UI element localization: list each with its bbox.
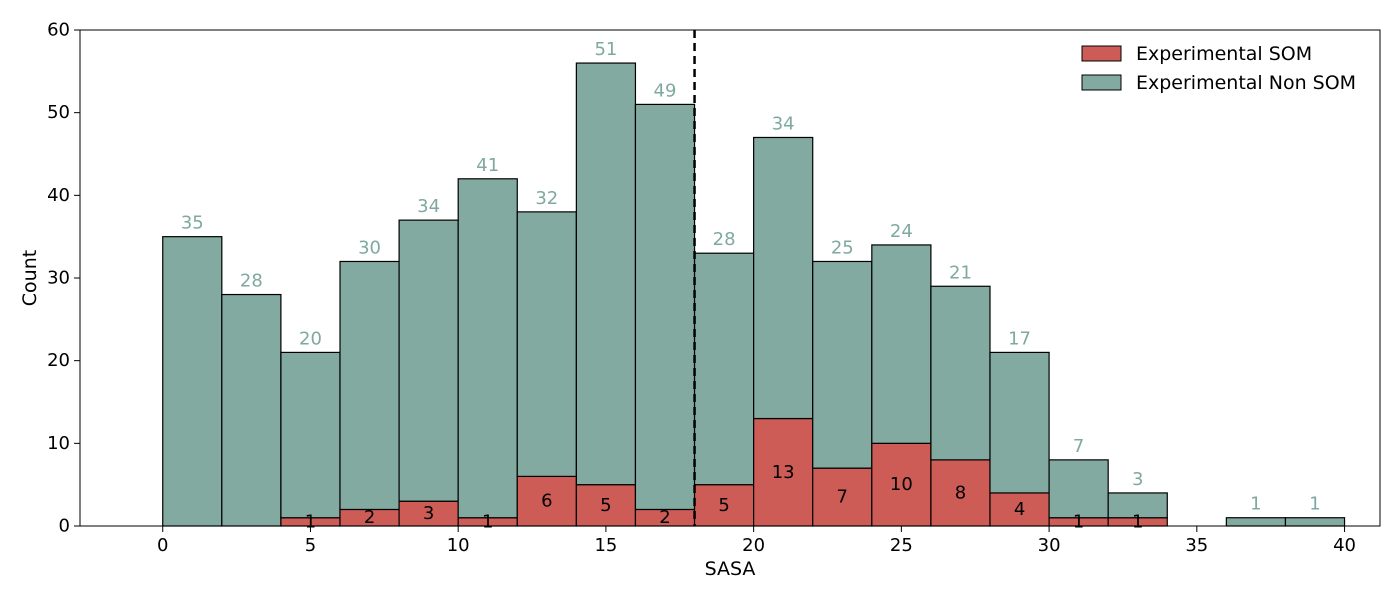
- nonsom-bar-19: [1284, 517, 1346, 527]
- x-tick-label-6: 30: [1038, 535, 1061, 556]
- som-bar-13: [930, 459, 991, 527]
- nonsom-bar-4: [398, 219, 459, 502]
- nonsom-count-label-5: 41: [476, 155, 499, 176]
- x-tick-label-0: 0: [157, 535, 168, 556]
- y-tick-label-4: 40: [47, 185, 70, 206]
- nonsom-count-label-0: 35: [181, 213, 204, 234]
- nonsom-bar-2: [280, 351, 341, 519]
- som-bar-11: [812, 467, 873, 527]
- nonsom-count-label-2: 20: [299, 328, 322, 349]
- nonsom-count-label-15: 7: [1073, 436, 1084, 457]
- som-count-label-14: 4: [1014, 499, 1025, 520]
- y-tick-label-6: 60: [47, 20, 70, 41]
- nonsom-bar-13: [930, 285, 991, 461]
- som-count-label-6: 6: [541, 491, 552, 512]
- nonsom-count-label-13: 21: [949, 262, 972, 283]
- som-count-label-4: 3: [423, 503, 434, 524]
- legend-label-nonsom: Experimental Non SOM: [1136, 72, 1356, 94]
- nonsom-count-label-7: 51: [594, 39, 617, 60]
- nonsom-bar-18: [1225, 517, 1287, 527]
- som-count-label-10: 13: [772, 462, 795, 483]
- x-tick-label-8: 40: [1333, 535, 1356, 556]
- nonsom-count-label-16: 3: [1132, 469, 1143, 490]
- som-count-label-12: 10: [890, 474, 913, 495]
- nonsom-bar-12: [871, 244, 932, 444]
- y-tick-label-0: 0: [59, 516, 70, 537]
- y-tick-label-2: 20: [47, 350, 70, 371]
- nonsom-bar-10: [753, 136, 814, 420]
- som-count-label-5: 1: [482, 511, 493, 532]
- som-count-label-8: 2: [659, 507, 670, 528]
- nonsom-count-label-6: 32: [535, 188, 558, 209]
- nonsom-count-label-18: 1: [1250, 494, 1261, 515]
- nonsom-bar-7: [575, 62, 637, 486]
- som-count-label-11: 7: [837, 487, 848, 508]
- nonsom-count-label-10: 34: [772, 113, 795, 134]
- som-count-label-9: 5: [718, 495, 729, 516]
- bars-layer: [162, 62, 1346, 527]
- som-bar-6: [516, 475, 577, 527]
- x-tick-label-3: 15: [594, 535, 617, 556]
- nonsom-bar-14: [989, 351, 1050, 494]
- legend-swatch-nonsom: [1081, 74, 1122, 91]
- y-tick-label-3: 30: [47, 268, 70, 289]
- som-count-label-13: 8: [955, 482, 966, 503]
- nonsom-count-label-11: 25: [831, 237, 854, 258]
- y-axis-label: Count: [19, 250, 41, 306]
- nonsom-bar-11: [812, 260, 873, 469]
- nonsom-bar-0: [162, 236, 223, 527]
- y-tick-label-1: 10: [47, 433, 70, 454]
- nonsom-bar-3: [339, 260, 400, 511]
- y-tick-label-5: 50: [47, 102, 70, 123]
- legend-label-som: Experimental SOM: [1136, 43, 1312, 65]
- nonsom-count-label-12: 24: [890, 221, 913, 242]
- x-tick-label-2: 10: [447, 535, 470, 556]
- nonsom-count-label-3: 30: [358, 237, 381, 258]
- x-axis-label: SASA: [705, 558, 756, 580]
- nonsom-count-label-1: 28: [240, 271, 263, 292]
- bar-labels-layer: 3528201302343411326515492285341325724102…: [181, 39, 1321, 532]
- som-count-label-3: 2: [364, 507, 375, 528]
- nonsom-count-label-4: 34: [417, 196, 440, 217]
- nonsom-bar-15: [1048, 459, 1109, 519]
- som-count-label-16: 1: [1132, 511, 1143, 532]
- som-count-label-2: 1: [305, 511, 316, 532]
- nonsom-bar-5: [457, 178, 518, 519]
- nonsom-bar-16: [1107, 492, 1168, 519]
- x-tick-label-7: 35: [1185, 535, 1208, 556]
- x-tick-label-5: 25: [890, 535, 913, 556]
- nonsom-bar-8: [634, 103, 696, 511]
- legend-swatch-som: [1081, 45, 1122, 62]
- som-bar-7: [575, 484, 637, 527]
- som-count-label-7: 5: [600, 495, 611, 516]
- legend: Experimental SOM Experimental Non SOM: [1081, 43, 1356, 94]
- nonsom-bar-1: [221, 293, 282, 527]
- x-tick-label-4: 20: [742, 535, 765, 556]
- nonsom-count-label-9: 28: [713, 229, 736, 250]
- nonsom-count-label-14: 17: [1008, 328, 1031, 349]
- som-count-label-15: 1: [1073, 511, 1084, 532]
- x-tick-label-1: 5: [305, 535, 316, 556]
- nonsom-bar-6: [516, 211, 577, 477]
- nonsom-count-label-19: 1: [1309, 494, 1320, 515]
- nonsom-count-label-8: 49: [654, 80, 677, 101]
- nonsom-bar-9: [693, 252, 755, 486]
